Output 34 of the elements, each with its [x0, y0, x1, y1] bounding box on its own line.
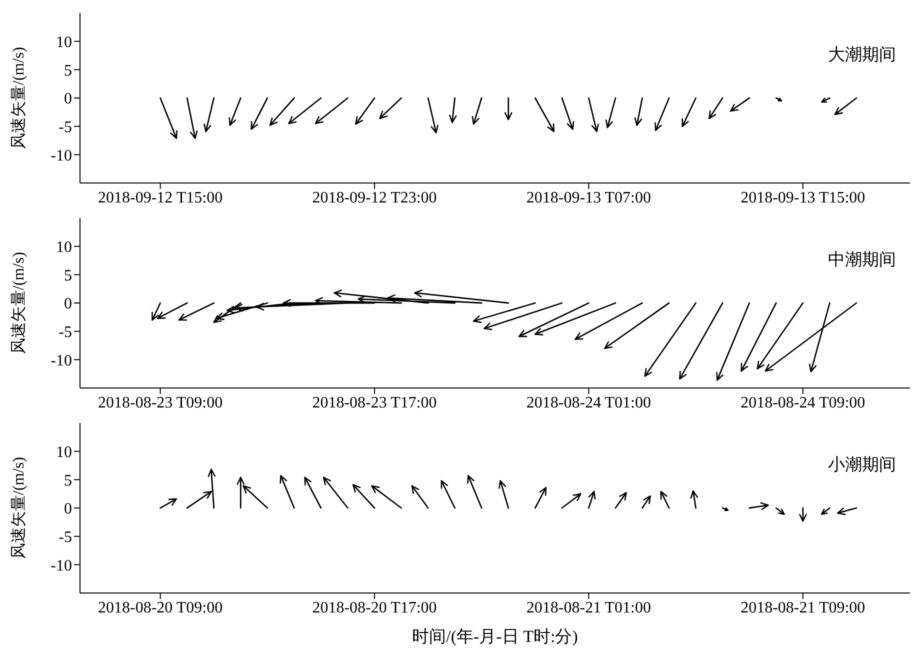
- y-tick-label: -10: [50, 147, 72, 164]
- y-tick-label: -5: [58, 119, 72, 136]
- y-tick-label: 0: [64, 296, 72, 313]
- y-tick-label: -5: [58, 529, 72, 546]
- x-tick-label: 2018-08-20 T17:00: [312, 599, 437, 616]
- y-tick-label: 0: [64, 500, 72, 518]
- annotation: 小潮期间: [828, 454, 896, 476]
- y-axis-title: 风速矢量/(m/s): [10, 252, 28, 354]
- y-tick-label: -10: [50, 352, 72, 370]
- x-tick-label: 2018-08-21 T09:00: [740, 599, 866, 616]
- x-tick-label: 2018-08-24 T09:00: [740, 394, 866, 412]
- x-tick-label: 2018-08-23 T09:00: [98, 394, 223, 412]
- y-axis-title: 风速矢量/(m/s): [10, 456, 28, 560]
- y-tick-label: 10: [56, 34, 72, 52]
- y-tick-label: 0: [64, 90, 72, 108]
- x-tick-label: 2018-09-12 T23:00: [312, 189, 437, 206]
- x-tick-label: 2018-08-20 T09:00: [98, 599, 223, 616]
- annotation: 大潮期间: [828, 44, 896, 66]
- x-axis-title: 时间/(年-月-日 T时:分): [411, 626, 579, 648]
- y-tick-label: 5: [64, 62, 72, 80]
- y-tick-label: 10: [56, 239, 72, 256]
- y-tick-label: 10: [56, 444, 72, 462]
- x-tick-label: 2018-09-13 T15:00: [740, 189, 866, 206]
- y-tick-label: 5: [64, 472, 72, 490]
- x-tick-label: 2018-09-13 T07:00: [526, 189, 652, 206]
- x-tick-label: 2018-08-21 T01:00: [526, 599, 652, 616]
- x-tick-label: 2018-09-12 T15:00: [98, 189, 223, 206]
- y-tick-label: -10: [50, 557, 72, 574]
- x-tick-label: 2018-08-24 T01:00: [526, 394, 652, 412]
- x-tick-label: 2018-08-23 T17:00: [312, 394, 437, 412]
- y-axis-title: 风速矢量/(m/s): [10, 46, 28, 150]
- annotation: 中潮期间: [828, 249, 896, 271]
- y-tick-label: -5: [58, 324, 72, 342]
- y-tick-label: 5: [64, 267, 72, 284]
